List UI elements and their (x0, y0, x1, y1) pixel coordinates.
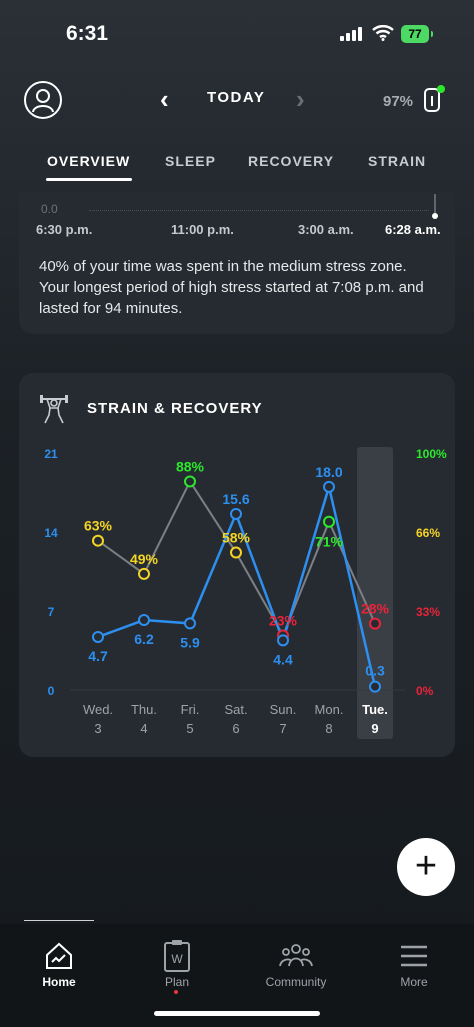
status-bar: 6:31 77 (0, 0, 474, 60)
nav-divider (24, 920, 94, 921)
battery-level: 77 (408, 27, 422, 41)
nav-community-label: Community (265, 975, 327, 989)
tab-strain[interactable]: STRAIN (368, 153, 427, 169)
tab-recovery[interactable]: RECOVERY (248, 153, 335, 169)
strap-device-icon[interactable] (421, 84, 445, 114)
svg-text:W: W (171, 952, 183, 966)
strain-recovery-title: STRAIN & RECOVERY (87, 400, 263, 417)
stress-time-label-now: 6:28 a.m. (385, 222, 441, 237)
top-bar: ‹ TODAY › 97% (0, 78, 474, 122)
nav-more-label: More (400, 975, 428, 989)
plan-clipboard-icon: W (164, 940, 190, 972)
home-indicator (154, 1011, 320, 1016)
device-battery-level: 97% (383, 93, 414, 110)
weightlifter-icon (40, 395, 68, 424)
status-time: 6:31 (66, 22, 109, 45)
bottom-navigation: Home W Plan Community More (0, 924, 474, 1027)
stress-time-label: 6:30 p.m. (36, 222, 93, 237)
add-activity-button[interactable]: + (397, 838, 455, 896)
tab-sleep[interactable]: SLEEP (165, 153, 216, 169)
date-label: TODAY (207, 89, 266, 106)
strain-recovery-card[interactable]: STRAIN & RECOVERY (19, 373, 455, 757)
active-tab-indicator (46, 178, 132, 181)
previous-day-chevron-icon[interactable]: ‹ (160, 84, 169, 114)
nav-home-label: Home (42, 975, 76, 989)
stress-time-label: 3:00 a.m. (298, 222, 354, 237)
stress-baseline (89, 210, 429, 211)
profile-avatar-icon[interactable] (24, 81, 62, 119)
plan-notification-dot (174, 990, 178, 994)
next-day-chevron-icon[interactable]: › (296, 84, 305, 114)
current-time-marker (432, 194, 438, 219)
stress-time-label: 11:00 p.m. (171, 222, 234, 237)
stress-summary-text: 40% of your time was spent in the medium… (39, 258, 424, 317)
community-people-icon (279, 944, 313, 967)
home-icon (46, 942, 72, 969)
tab-bar: OVERVIEW SLEEP RECOVERY STRAIN (0, 150, 474, 186)
cellular-signal-icon (340, 27, 362, 41)
menu-icon (401, 945, 427, 967)
nav-plan-label: Plan (164, 975, 190, 989)
stress-axis-zero: 0.0 (41, 202, 58, 216)
tab-overview[interactable]: OVERVIEW (47, 153, 131, 169)
wifi-icon (372, 25, 394, 41)
stress-card[interactable]: 0.0 6:30 p.m. 11:00 p.m. 3:00 a.m. 6:28 … (19, 192, 455, 334)
battery-icon: 77 (401, 25, 433, 43)
